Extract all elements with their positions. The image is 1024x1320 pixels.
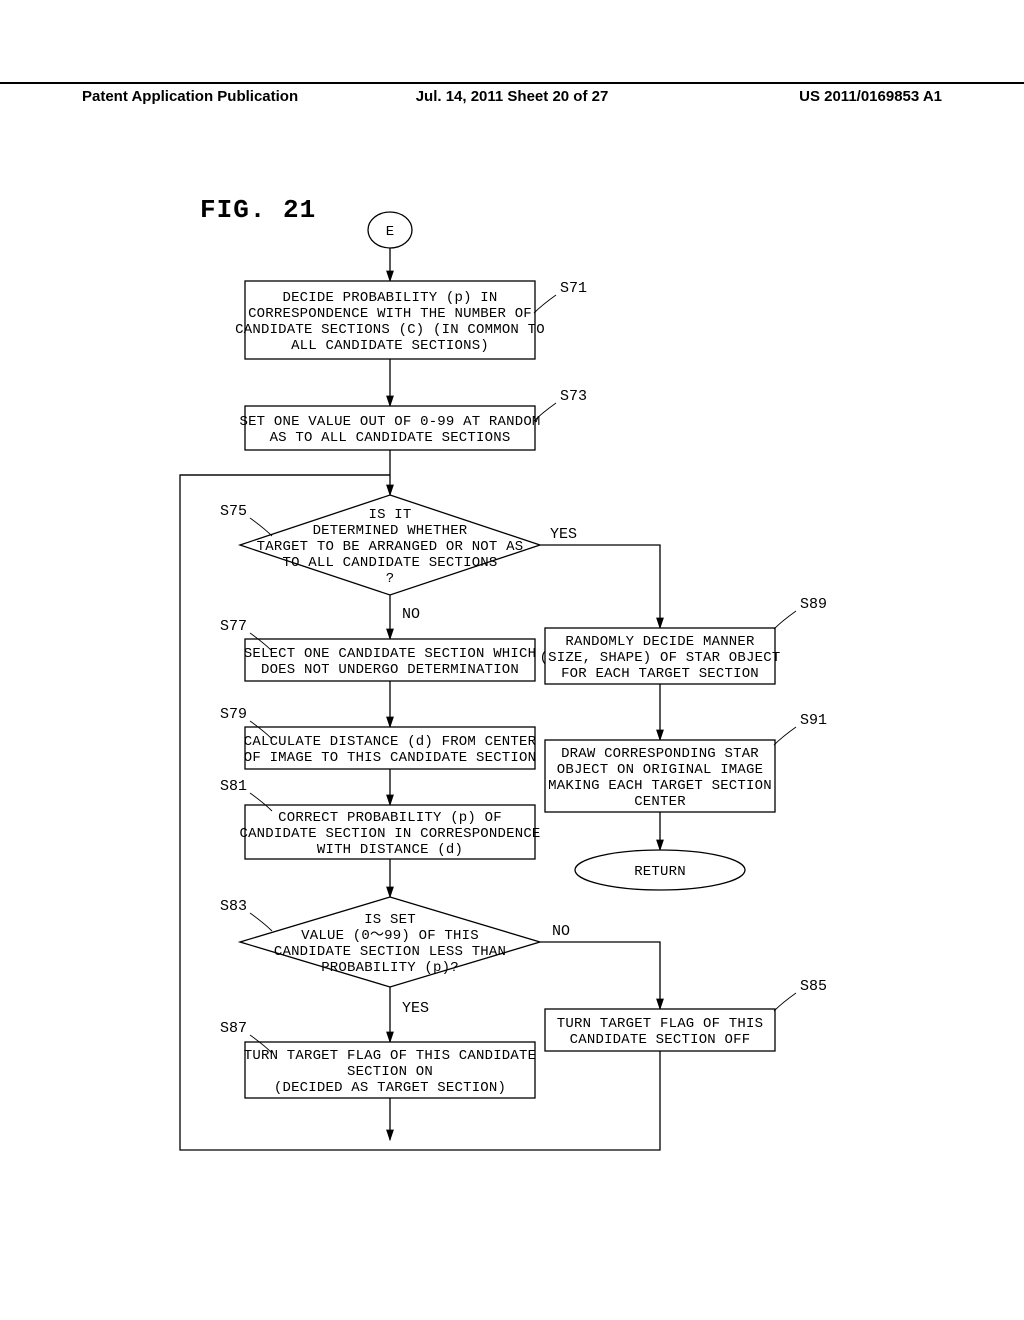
node-text: OF IMAGE TO THIS CANDIDATE SECTION xyxy=(244,750,536,766)
node-text: PROBABILITY (p)? xyxy=(321,960,459,976)
node-text: TO ALL CANDIDATE SECTIONS xyxy=(282,555,497,571)
node-text: CORRECT PROBABILITY (p) OF xyxy=(278,810,502,826)
page: Patent Application Publication Jul. 14, … xyxy=(0,0,1024,1320)
node-text: FOR EACH TARGET SECTION xyxy=(561,666,759,682)
node-text: MAKING EACH TARGET SECTION xyxy=(548,778,772,794)
node-text: DETERMINED WHETHER xyxy=(313,523,468,539)
node-text: DRAW CORRESPONDING STAR xyxy=(561,746,759,762)
node-text: CANDIDATE SECTIONS (C) (IN COMMON TO xyxy=(235,322,545,338)
step-label: S85 xyxy=(800,978,827,995)
edge-label: NO xyxy=(552,923,570,940)
node-s87: TURN TARGET FLAG OF THIS CANDIDATESECTIO… xyxy=(220,1020,536,1098)
node-text: RETURN xyxy=(634,864,686,880)
edge-label: YES xyxy=(550,526,577,543)
header-left: Patent Application Publication xyxy=(82,88,369,105)
step-label: S73 xyxy=(560,388,587,405)
step-label: S81 xyxy=(220,778,247,795)
node-text: (DECIDED AS TARGET SECTION) xyxy=(274,1080,506,1096)
node-s85: TURN TARGET FLAG OF THISCANDIDATE SECTIO… xyxy=(545,978,827,1051)
node-text: WITH DISTANCE (d) xyxy=(317,842,463,858)
flowchart: NOYESYESNOEDECIDE PROBABILITY (p) INCORR… xyxy=(120,200,840,1200)
node-text: OBJECT ON ORIGINAL IMAGE xyxy=(557,762,763,778)
node-text: SELECT ONE CANDIDATE SECTION WHICH xyxy=(244,646,536,662)
edge xyxy=(540,942,660,1009)
edge-label: YES xyxy=(402,1000,429,1017)
step-label: S75 xyxy=(220,503,247,520)
step-label: S87 xyxy=(220,1020,247,1037)
node-text: CALCULATE DISTANCE (d) FROM CENTER xyxy=(244,734,537,750)
node-text: DECIDE PROBABILITY (p) IN xyxy=(282,290,497,306)
node-text: AS TO ALL CANDIDATE SECTIONS xyxy=(270,430,511,446)
node-text: CENTER xyxy=(634,794,686,810)
node-text: TURN TARGET FLAG OF THIS CANDIDATE xyxy=(244,1048,536,1064)
node-s91: DRAW CORRESPONDING STAROBJECT ON ORIGINA… xyxy=(545,712,827,812)
step-label: S83 xyxy=(220,898,247,915)
node-s75: IS ITDETERMINED WHETHERTARGET TO BE ARRA… xyxy=(220,495,540,595)
node-text: RANDOMLY DECIDE MANNER xyxy=(565,634,755,650)
node-s77: SELECT ONE CANDIDATE SECTION WHICHDOES N… xyxy=(220,618,536,681)
node-text: ALL CANDIDATE SECTIONS) xyxy=(291,338,489,354)
node-text: VALUE (0～99) OF THIS xyxy=(301,928,479,944)
node-text: SET ONE VALUE OUT OF 0-99 AT RANDOM xyxy=(239,414,540,430)
node-text: DOES NOT UNDERGO DETERMINATION xyxy=(261,662,519,678)
node-text: IS SET xyxy=(364,912,416,928)
step-label: S89 xyxy=(800,596,827,613)
step-label: S71 xyxy=(560,280,587,297)
header-center: Jul. 14, 2011 Sheet 20 of 27 xyxy=(369,88,656,105)
node-text: CANDIDATE SECTION LESS THAN xyxy=(274,944,506,960)
edge xyxy=(540,545,660,628)
node-ret: RETURN xyxy=(575,850,745,890)
node-text: TARGET TO BE ARRANGED OR NOT AS xyxy=(257,539,524,555)
header-right: US 2011/0169853 A1 xyxy=(655,88,942,105)
node-s71: DECIDE PROBABILITY (p) INCORRESPONDENCE … xyxy=(235,280,587,359)
edge-label: NO xyxy=(402,606,420,623)
node-text: (SIZE, SHAPE) OF STAR OBJECT xyxy=(540,650,781,666)
step-label: S91 xyxy=(800,712,827,729)
step-label: S77 xyxy=(220,618,247,635)
node-text: CANDIDATE SECTION OFF xyxy=(570,1032,751,1048)
node-text: CORRESPONDENCE WITH THE NUMBER OF xyxy=(248,306,532,322)
step-label: S79 xyxy=(220,706,247,723)
node-text: TURN TARGET FLAG OF THIS xyxy=(557,1016,763,1032)
node-s83: IS SETVALUE (0～99) OF THISCANDIDATE SECT… xyxy=(220,897,540,987)
node-e: E xyxy=(368,212,412,248)
nodes: E DECIDE PROBABILITY (p) INCORRESPONDENCE… xyxy=(220,212,827,1098)
node-text: SECTION ON xyxy=(347,1064,433,1080)
node-s81: CORRECT PROBABILITY (p) OFCANDIDATE SECT… xyxy=(220,778,541,859)
node-text: IS IT xyxy=(368,507,411,523)
node-s73: SET ONE VALUE OUT OF 0-99 AT RANDOMAS TO… xyxy=(239,388,587,450)
node-s79: CALCULATE DISTANCE (d) FROM CENTEROF IMA… xyxy=(220,706,537,769)
node-text: CANDIDATE SECTION IN CORRESPONDENCE xyxy=(239,826,540,842)
node-text: E xyxy=(386,224,395,240)
node-text: ? xyxy=(386,571,395,587)
page-header: Patent Application Publication Jul. 14, … xyxy=(0,82,1024,105)
node-s89: RANDOMLY DECIDE MANNER(SIZE, SHAPE) OF S… xyxy=(540,596,827,684)
